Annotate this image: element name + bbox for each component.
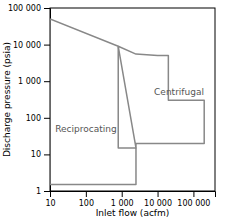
y-axis-tick-mark xyxy=(44,45,50,46)
y-axis-title: Discharge pressure (psia) xyxy=(2,42,12,157)
y-axis-line xyxy=(44,9,51,192)
annotations: Reciprocating Centrifugal xyxy=(55,87,204,134)
region-label: Centrifugal xyxy=(154,87,204,97)
y-axis-tick: 1 xyxy=(36,187,50,196)
y-axis-tick: 1 000 xyxy=(18,77,50,86)
x-axis-tick-mark xyxy=(86,191,87,197)
x-axis-tick-label: 1 000 xyxy=(111,199,134,208)
x-axis-title: Inlet flow (acfm) xyxy=(96,208,170,218)
x-axis-tick-label: 100 000 xyxy=(177,199,210,208)
x-axis-tick: 100 000 xyxy=(177,191,210,208)
plot: 10 100 1 000 10 000 100 000 1 10 100 1 000 10 000… xyxy=(8,4,216,208)
y-axis-tick-mark xyxy=(44,154,50,155)
y-axis-tick-label: 10 000 xyxy=(13,41,41,50)
y-axis-tick-mark xyxy=(44,81,50,82)
y-axis: 1 10 100 1 000 10 000 100 000 xyxy=(8,4,51,196)
y-axis-tick-label: 10 xyxy=(31,150,41,159)
x-axis-tick-mark xyxy=(193,191,194,197)
x-axis-tick-mark xyxy=(122,191,123,197)
chart: 10 100 1 000 10 000 100 000 1 10 100 1 000 10 000… xyxy=(0,0,227,221)
y-axis-tick-label: 1 000 xyxy=(18,77,41,86)
plot-frame xyxy=(50,8,215,191)
outline-line xyxy=(50,19,136,185)
x-axis-tick-label: 10 xyxy=(45,199,55,208)
outline-line xyxy=(118,46,204,148)
y-axis-tick-label: 100 xyxy=(26,114,41,123)
x-axis-tick: 10 000 xyxy=(144,191,172,208)
y-axis-tick-mark xyxy=(44,191,50,192)
y-axis-tick-label: 100 000 xyxy=(8,4,41,13)
y-axis-tick-label: 1 xyxy=(36,187,41,196)
x-axis-tick-mark xyxy=(158,191,159,197)
x-axis-tick-label: 100 xyxy=(79,199,94,208)
y-axis-tick-mark xyxy=(44,8,50,9)
series-group xyxy=(50,19,204,185)
y-axis-tick-mark xyxy=(44,118,50,119)
x-axis-tick-label: 10 000 xyxy=(144,199,172,208)
x-axis: 10 100 1 000 10 000 100 000 xyxy=(45,191,215,208)
y-axis-tick: 10 xyxy=(31,150,50,159)
region-label: Reciprocating xyxy=(55,124,116,134)
x-axis-line xyxy=(51,192,216,198)
y-axis-tick: 100 000 xyxy=(8,4,50,13)
y-axis-tick: 10 000 xyxy=(13,41,50,50)
y-axis-tick: 100 xyxy=(26,114,50,123)
x-axis-tick: 10 xyxy=(45,191,55,208)
x-axis-tick: 1 000 xyxy=(111,191,134,208)
x-axis-tick: 100 xyxy=(79,191,94,208)
